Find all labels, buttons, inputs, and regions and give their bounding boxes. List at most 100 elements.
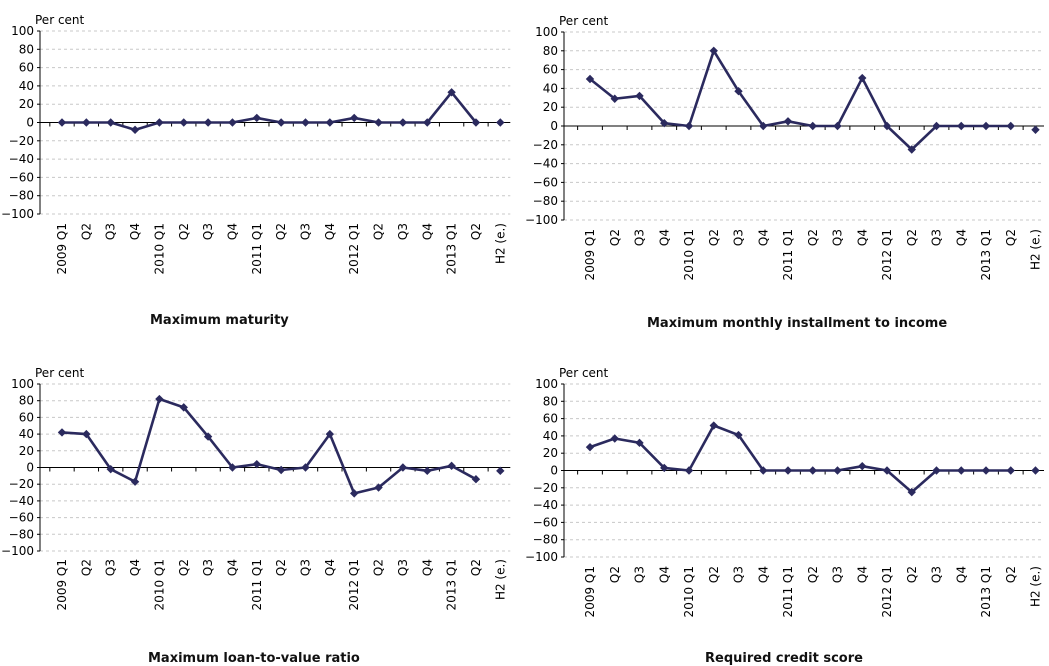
x-tick-label: Q4 <box>954 229 968 246</box>
x-tick-label: Q4 <box>323 223 337 240</box>
y-tick-label: 60 <box>543 63 558 77</box>
x-tick-label: 2010 Q1 <box>152 223 166 274</box>
y-tick-label: 40 <box>19 79 34 93</box>
y-tick-label: −40 <box>9 152 34 166</box>
data-point <box>709 46 718 55</box>
data-point <box>610 94 619 103</box>
data-point <box>130 125 140 135</box>
x-tick-label: Q4 <box>657 229 671 246</box>
data-point <box>684 121 694 131</box>
x-tick-label: H2 (e.) <box>1029 566 1043 607</box>
data-point <box>660 118 669 128</box>
x-tick-label: 2013 Q1 <box>445 223 459 274</box>
data-point <box>447 461 456 471</box>
x-tick-label: 2012 Q1 <box>880 229 894 280</box>
data-point <box>179 403 188 412</box>
x-tick-label: Q3 <box>930 229 944 246</box>
x-tick-label: 2010 Q1 <box>682 566 696 617</box>
y-tick-label: −60 <box>9 170 34 184</box>
x-tick-label: 2013 Q1 <box>979 229 993 280</box>
x-tick-label: 2011 Q1 <box>781 229 795 280</box>
y-tick-label: −60 <box>533 515 558 529</box>
data-point <box>585 442 595 452</box>
data-point <box>907 145 916 154</box>
data-point <box>882 121 892 131</box>
data-point <box>759 121 768 131</box>
y-tick-label: 0 <box>550 464 558 478</box>
data-point <box>252 459 261 469</box>
data-point <box>858 461 867 471</box>
chart-title: Maximum monthly installment to income <box>647 316 948 331</box>
y-axis-title: Per cent <box>559 366 609 380</box>
data-point <box>228 463 237 472</box>
x-tick-label: Q3 <box>831 566 845 583</box>
data-point <box>734 87 743 96</box>
data-point <box>808 466 817 475</box>
x-tick-label: Q3 <box>104 223 118 240</box>
data-point <box>325 429 335 439</box>
x-tick-label: Q3 <box>201 559 215 576</box>
data-point <box>325 118 335 127</box>
data-point <box>276 465 286 475</box>
y-tick-label: 0 <box>550 119 558 133</box>
y-tick-label: −20 <box>9 477 34 491</box>
data-point <box>833 121 842 131</box>
data-point <box>106 118 115 127</box>
data-point <box>350 489 359 498</box>
data-point <box>57 428 67 437</box>
y-tick-label: −20 <box>533 481 558 495</box>
x-tick-label: H2 (e.) <box>1029 229 1043 270</box>
data-point <box>276 118 286 127</box>
data-point <box>471 118 481 127</box>
data-point <box>759 466 768 475</box>
x-tick-label: 2011 Q1 <box>250 223 264 274</box>
data-point <box>423 118 432 127</box>
x-tick-label: Q2 <box>806 229 820 246</box>
y-axis-title: Per cent <box>35 366 85 380</box>
data-point <box>1006 466 1015 475</box>
x-tick-label: Q3 <box>299 559 313 576</box>
data-point <box>957 121 966 131</box>
x-tick-label: Q2 <box>372 223 386 240</box>
x-tick-label: Q2 <box>274 559 288 576</box>
y-tick-label: 40 <box>543 429 558 443</box>
x-tick-label: 2010 Q1 <box>682 229 696 280</box>
x-tick-label: Q4 <box>756 566 770 583</box>
data-point <box>398 118 408 127</box>
data-point <box>585 74 595 84</box>
data-point <box>301 118 310 127</box>
chart-title: Maximum maturity <box>150 313 289 328</box>
x-tick-label: Q4 <box>225 559 239 576</box>
x-tick-label: Q2 <box>608 229 622 246</box>
x-tick-label: H2 (e.) <box>493 559 507 600</box>
data-point <box>783 466 793 475</box>
data-point <box>106 464 115 474</box>
data-point <box>350 113 359 123</box>
x-tick-label: Q4 <box>323 559 337 576</box>
x-tick-label: 2012 Q1 <box>347 559 361 610</box>
x-tick-label: Q2 <box>469 223 483 240</box>
data-point <box>374 118 383 127</box>
y-tick-label: 60 <box>19 61 34 75</box>
x-tick-label: Q3 <box>633 229 647 246</box>
data-point <box>660 463 669 473</box>
x-tick-label: Q3 <box>201 223 215 240</box>
series-line <box>589 49 1011 151</box>
y-tick-label: 80 <box>543 394 558 408</box>
y-tick-label: −60 <box>533 175 558 189</box>
data-point <box>833 466 842 475</box>
data-point <box>635 438 644 448</box>
y-tick-label: −80 <box>9 189 34 203</box>
x-tick-label: Q3 <box>732 229 746 246</box>
y-tick-label: 100 <box>535 377 558 391</box>
y-tick-label: −60 <box>9 511 34 525</box>
x-tick-label: Q2 <box>79 223 93 240</box>
x-tick-label: 2011 Q1 <box>250 559 264 610</box>
y-tick-label: 0 <box>26 461 34 475</box>
y-tick-label: −80 <box>533 194 558 208</box>
y-tick-label: −40 <box>533 157 558 171</box>
data-point <box>374 483 383 492</box>
data-point <box>932 121 941 131</box>
